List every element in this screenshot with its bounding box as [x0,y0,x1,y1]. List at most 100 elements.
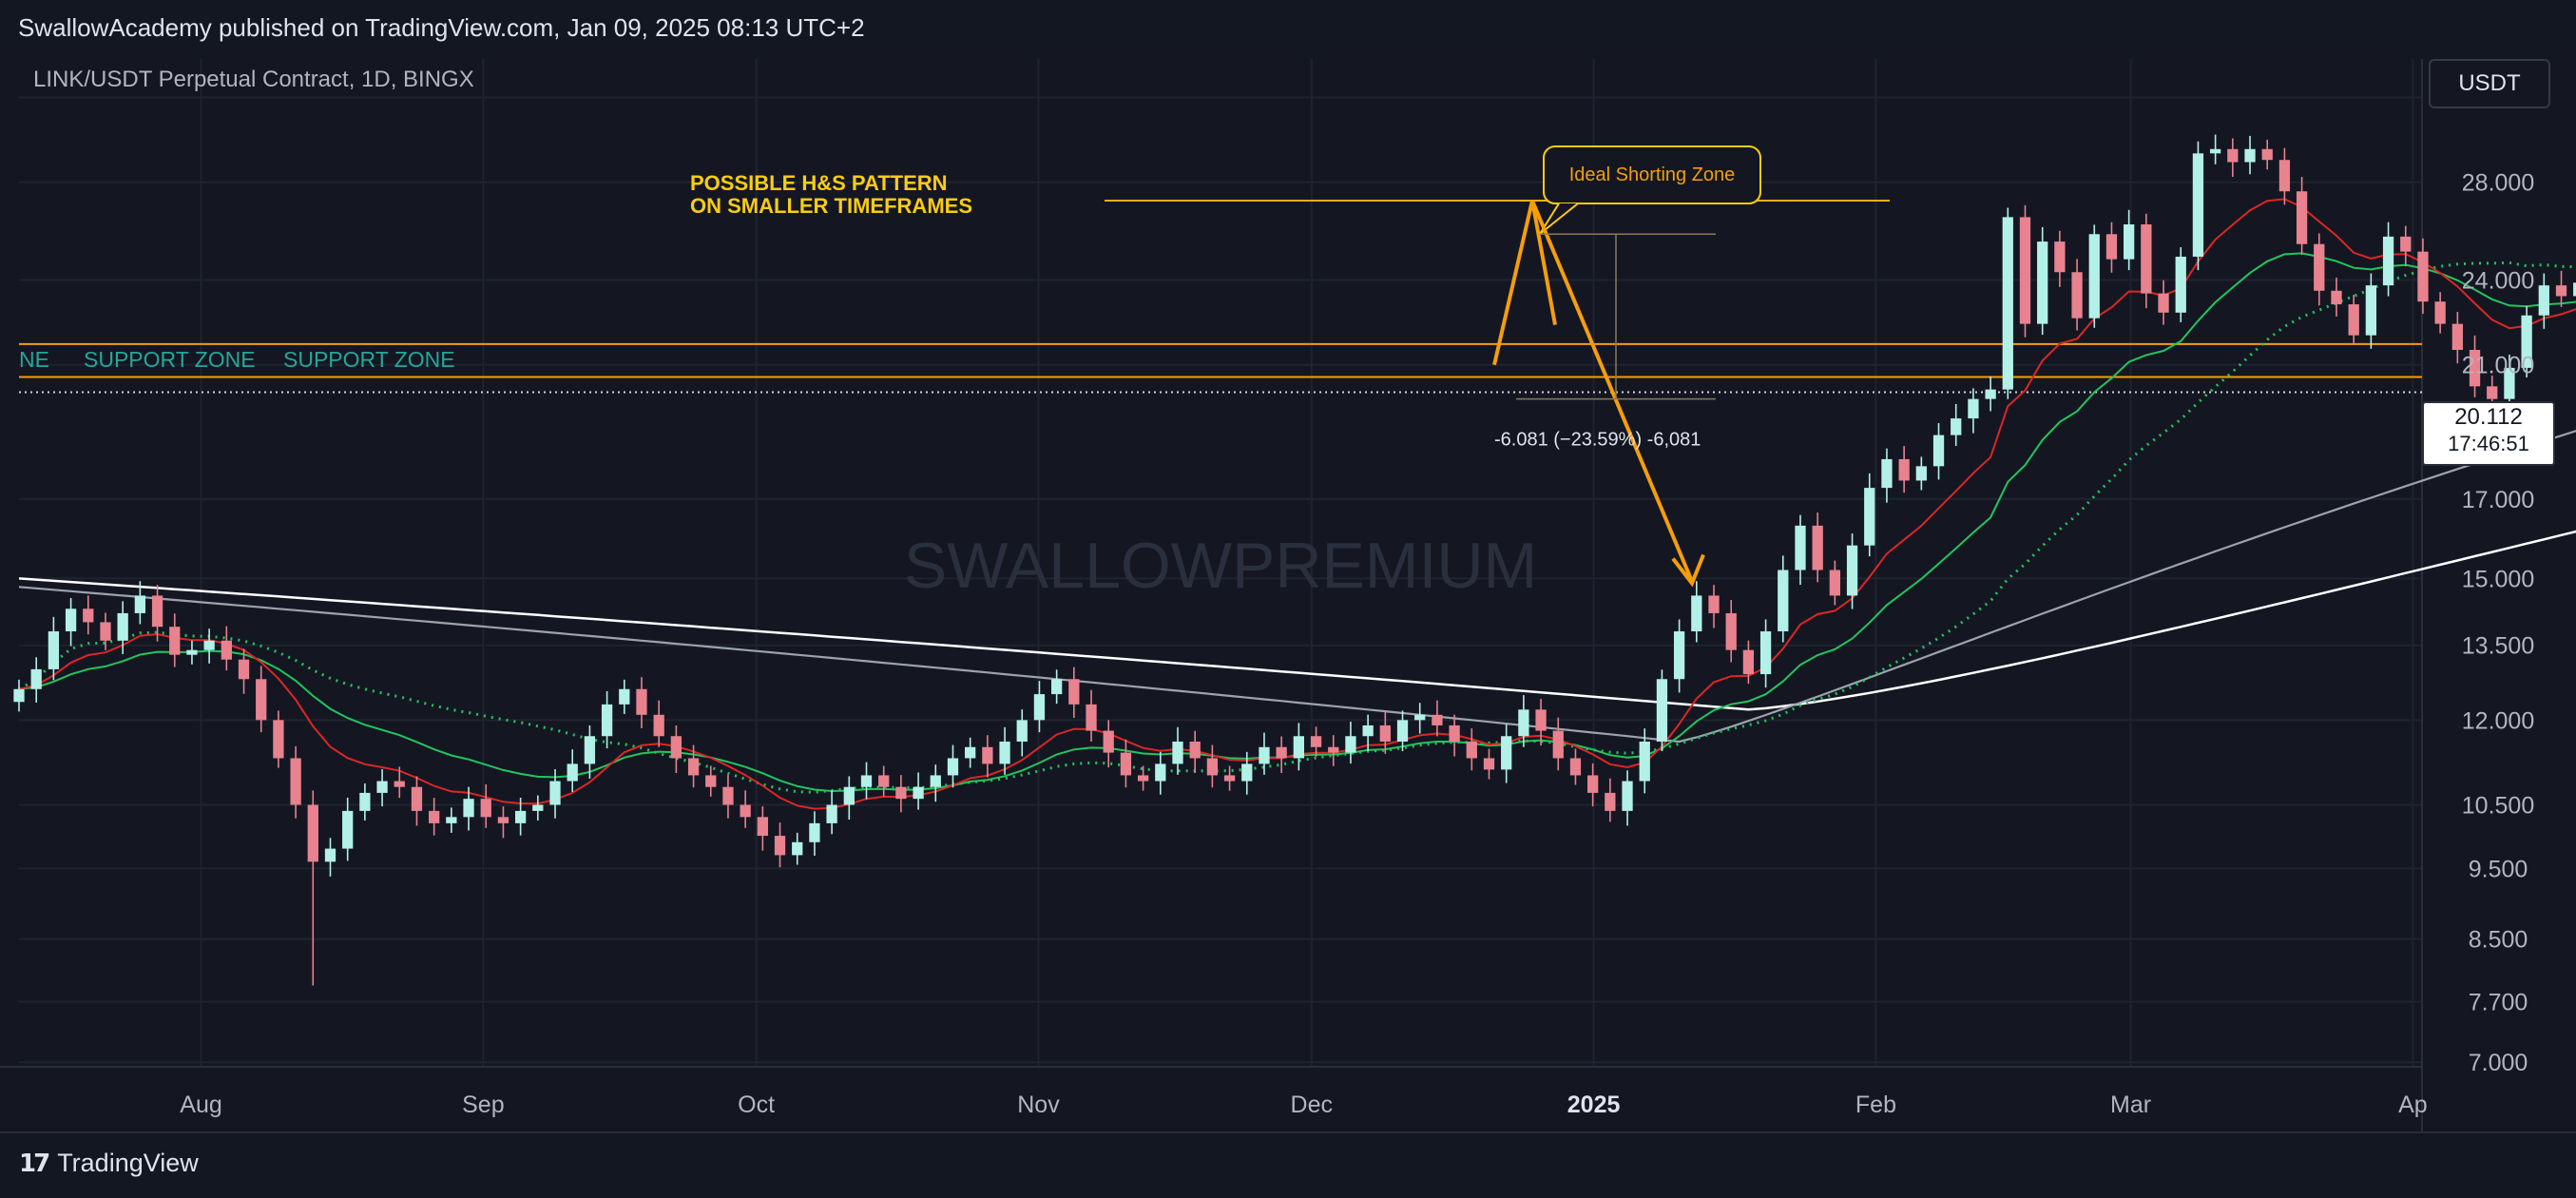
candle-body [1086,704,1097,731]
x-tick-label: Oct [738,1092,775,1118]
candle-body [2296,191,2308,244]
candle-body [1795,525,1806,570]
candle-body [238,659,250,680]
candle-body [1725,612,1737,650]
candle-body [1881,458,1893,489]
candle-body [2573,282,2576,297]
candle-body [687,758,700,776]
y-tick-label: 7.700 [2469,990,2528,1016]
footer-bar: 17 TradingView [0,1131,2576,1198]
ema-green-line [18,252,2576,793]
y-tick-label: 9.500 [2469,856,2528,882]
candle-body [2088,234,2100,319]
candle-body [463,799,474,818]
watermark-text: SWALLOWPREMIUM [904,530,1537,602]
last-price-label: 20.112 17:46:51 [2422,401,2555,466]
ema-green-dotted [18,261,2576,794]
candle-body [1639,741,1650,782]
candle-body [514,810,527,823]
candle-body [913,786,924,800]
moving-averages [18,198,2576,810]
y-tick-label: 8.500 [2469,927,2528,954]
candle-body [549,781,561,805]
y-tick-label: 13.500 [2462,633,2534,660]
candle-body [1033,694,1046,721]
candle-body [221,640,232,660]
candle-body [117,612,128,641]
candle-body [2278,160,2291,192]
candle-body [2331,290,2342,305]
candle-body [2365,285,2377,336]
candle-body [2434,301,2446,324]
candle-body [2019,217,2031,324]
price-chart[interactable]: SWALLOWPREMIUM NE SUPPORT ZONE SUPPORT ZON… [0,57,2576,1131]
candle-body [1656,679,1668,742]
candle-body [2141,223,2152,294]
candle-body [2382,236,2394,286]
candle-body [1691,595,1702,632]
candle-body [324,848,336,862]
candle-body [2071,272,2083,319]
candle-body [1673,631,1685,680]
candle-body [653,714,664,737]
candle-body [1206,758,1219,776]
candle-body [636,688,647,715]
candle-body [100,622,111,641]
support-zone-lines: NE SUPPORT ZONE SUPPORT ZONE [19,342,2422,394]
candle-body [1915,466,1927,481]
candle-body [1414,714,1426,721]
candle-body [359,792,371,811]
candle-body [151,595,163,628]
pattern-label: POSSIBLE H&S PATTERN [690,171,948,195]
candle-body [2192,153,2204,257]
candle-body [134,595,145,613]
y-tick-label: 15.000 [2462,566,2534,592]
tradingview-logo[interactable]: 17 TradingView [19,1149,199,1178]
x-tick-label: Mar [2110,1092,2151,1118]
candle-body [999,741,1010,764]
candle-body [2348,304,2359,336]
candle-body [1518,709,1529,737]
candle-body [290,758,301,805]
symbol-title: LINK/USDT Perpetual Contract, 1D, BINGX [33,67,474,92]
x-tick-label: Nov [1017,1092,1060,1118]
candle-body [1501,736,1512,770]
candle-body [2469,349,2481,387]
candle-body [203,640,215,650]
candle-body [2158,293,2169,313]
candles-layer [13,134,2576,986]
price-axis: 32.00028.00024.00021.00017.00015.00013.5… [2462,85,2534,1076]
y-tick-label: 21.000 [2462,353,2534,379]
candle-body [2244,148,2256,163]
publish-header: SwallowAcademy published on TradingView.… [0,0,2576,59]
candle-body [1328,746,1339,753]
y-tick-label: 12.000 [2462,707,2534,734]
bar-countdown: 17:46:51 [2448,432,2529,455]
watermark-layer: SWALLOWPREMIUM [904,530,1537,602]
candle-body [394,781,405,787]
candle-body [65,609,77,632]
candle-body [2487,386,2498,399]
candle-body [1155,763,1166,782]
candle-body [2555,285,2567,297]
candle-body [480,799,491,818]
support-zone-label: SUPPORT ZONE [84,347,256,372]
y-tick-label: 17.000 [2462,487,2534,513]
x-tick-label: Ap [2398,1092,2428,1118]
candle-body [670,736,682,759]
candle-body [1362,725,1374,737]
candle-body [256,679,267,721]
candle-body [619,688,630,705]
currency-button[interactable]: USDT [2429,59,2550,108]
candle-body [1276,746,1287,759]
candle-body [1535,709,1547,731]
candle-body [411,786,423,811]
x-tick-label: Feb [1855,1092,1896,1118]
candle-body [2124,223,2135,260]
candle-body [376,781,388,793]
candle-body [1068,679,1080,705]
tradingview-brand: TradingView [57,1149,199,1177]
support-zone-label: NE [19,347,49,372]
candle-body [307,804,318,862]
candle-body [1742,649,1755,675]
